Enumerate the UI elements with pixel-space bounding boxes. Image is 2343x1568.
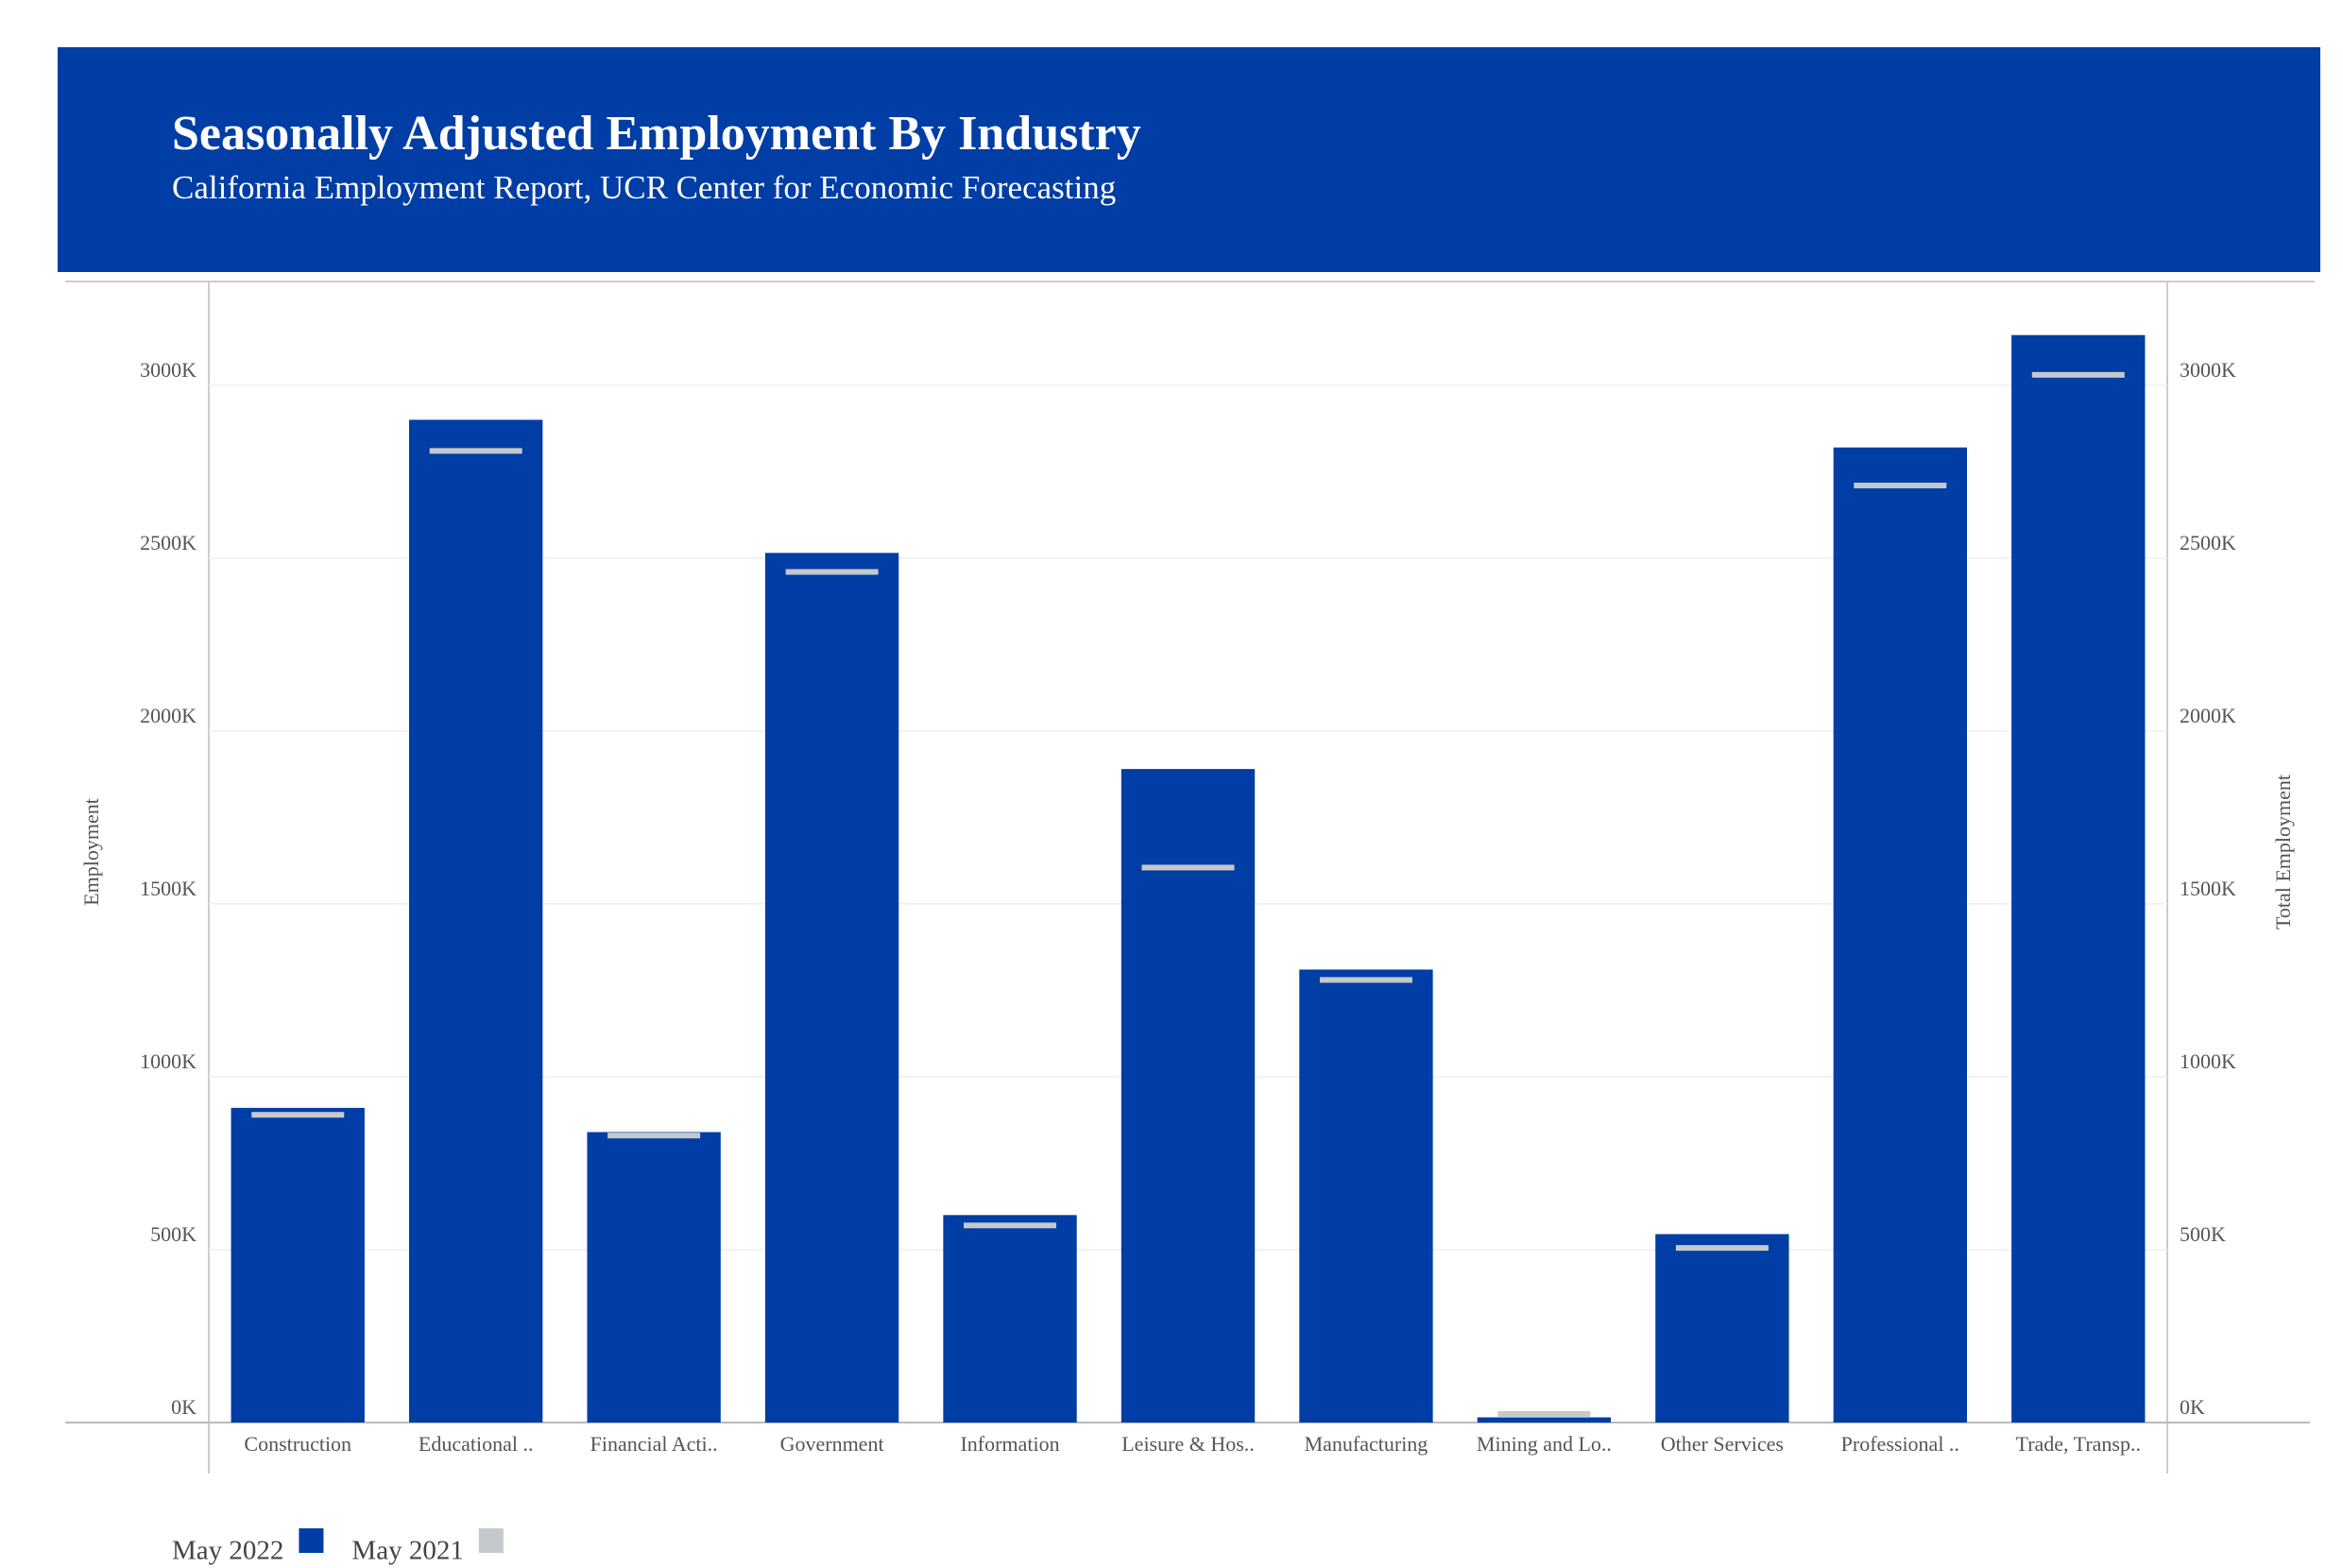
reference-marker [1675,1245,1769,1252]
y2-tick-label: 1500K [2180,877,2236,900]
chart-subtitle: California Employment Report, UCR Center… [172,169,1116,206]
bar [587,1132,721,1423]
reference-marker [1854,482,1947,488]
x-tick-label: Leisure & Hos.. [1121,1432,1255,1456]
reference-marker [429,448,522,454]
x-tick-label: Information [960,1432,1059,1456]
x-tick-label: Trade, Transp.. [2016,1432,2141,1456]
reference-marker [607,1133,701,1139]
y-tick-label: 3000K [140,358,197,382]
legend-label: May 2021 [351,1536,463,1566]
bar [409,419,543,1423]
reference-marker [1497,1410,1591,1417]
bar [1655,1234,1789,1423]
y-axis-title: Employment [79,798,103,906]
legend-label: May 2022 [172,1536,283,1566]
chart-title: Seasonally Adjusted Employment By Indust… [172,107,1141,161]
y-tick-label: 1000K [140,1049,197,1073]
x-tick-label: Professional .. [1841,1432,1959,1456]
y2-tick-label: 2000K [2180,704,2236,727]
bar [231,1107,365,1423]
x-tick-label: Government [780,1432,884,1456]
bar [764,553,899,1423]
y-tick-label: 2500K [140,531,197,554]
reference-marker [251,1112,345,1118]
bar [1299,969,1433,1423]
x-tick-label: Manufacturing [1305,1432,1428,1456]
reference-marker [1319,977,1412,983]
legend-swatch [299,1528,324,1553]
y2-tick-label: 1000K [2180,1049,2236,1073]
y2-axis-title: Total Employment [2271,775,2295,929]
bar [1833,447,1967,1423]
y-tick-label: 2000K [140,704,197,727]
bar [1477,1417,1612,1423]
x-tick-label: Mining and Lo.. [1477,1432,1612,1456]
y2-tick-label: 0K [2180,1395,2205,1419]
reference-marker [785,569,879,575]
x-tick-label: Construction [244,1432,351,1456]
y-tick-label: 1500K [140,877,197,900]
x-tick-label: Other Services [1661,1432,1784,1456]
header-band [58,47,2320,272]
reference-marker [2031,371,2125,378]
legend-swatch [478,1528,504,1553]
y2-tick-label: 2500K [2180,531,2236,554]
y2-tick-label: 3000K [2180,358,2236,382]
y-tick-label: 500K [150,1222,197,1246]
x-tick-label: Financial Acti.. [590,1432,718,1456]
bar [1120,769,1256,1423]
y2-tick-label: 500K [2180,1222,2226,1246]
reference-marker [1141,864,1235,871]
y-tick-label: 0K [171,1395,197,1419]
x-tick-label: Educational .. [419,1432,534,1456]
bar [2011,334,2146,1423]
reference-marker [964,1222,1057,1229]
bar [943,1215,1077,1423]
